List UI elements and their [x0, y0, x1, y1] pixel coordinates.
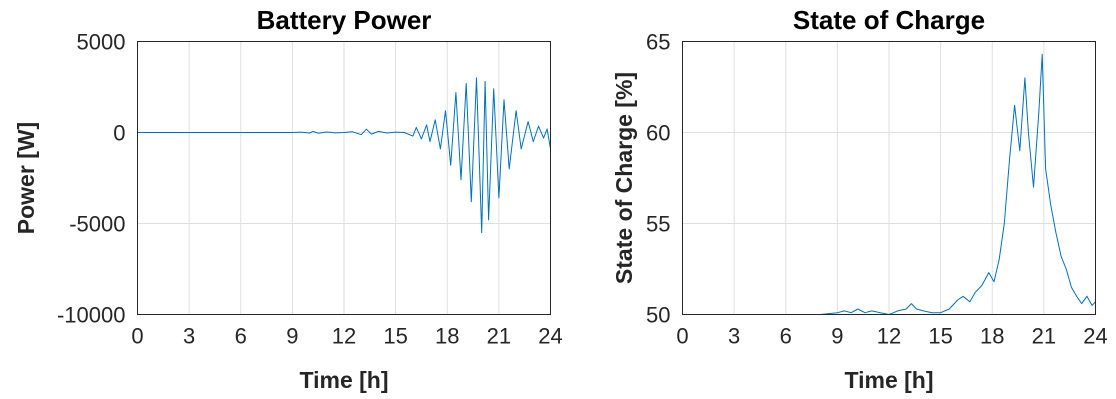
- x-tick-label: 0: [131, 324, 143, 349]
- x-tick-label: 21: [487, 324, 511, 349]
- chart-title: State of Charge: [793, 5, 985, 35]
- x-tick-label: 6: [235, 324, 247, 349]
- axes-frame: [137, 41, 551, 315]
- grid: [682, 41, 1096, 315]
- y-tick-label: 65: [646, 30, 670, 55]
- x-tick-label: 24: [538, 324, 562, 349]
- y-tick-label: -5000: [69, 212, 125, 237]
- y-axis-label: State of Charge [%]: [611, 72, 637, 284]
- x-tick-label: 18: [435, 324, 459, 349]
- x-tick-label: 9: [831, 324, 843, 349]
- x-tick-label: 21: [1032, 324, 1056, 349]
- y-tick-label: 50: [646, 303, 670, 328]
- x-tick-labels: 0 3 6 9 12 15 18 21 24: [676, 324, 1107, 349]
- x-tick-label: 18: [980, 324, 1004, 349]
- x-tick-label: 3: [183, 324, 195, 349]
- y-tick-label: -10000: [57, 303, 126, 328]
- x-tick-label: 15: [383, 324, 407, 349]
- x-tick-label: 24: [1083, 324, 1107, 349]
- series-line: [137, 77, 551, 234]
- x-tick-label: 12: [877, 324, 901, 349]
- y-tick-label: 60: [646, 121, 670, 146]
- panel-battery-power: Battery Power 0 3 6 9 12 15 18 21 24 -10000 -5000…: [13, 5, 563, 393]
- series-line: [137, 77, 551, 234]
- grid: [137, 41, 551, 315]
- x-tick-label: 15: [928, 324, 952, 349]
- y-axis-label: Power [W]: [13, 122, 39, 234]
- x-tick-label: 12: [332, 324, 356, 349]
- panel-state-of-charge: State of Charge 0 3 6 9 12 15 18 21 24 50556065 …: [611, 5, 1108, 393]
- axes-frame: [682, 41, 1096, 315]
- series-line: [682, 53, 1096, 315]
- y-tick-label: 0: [113, 121, 125, 146]
- chart-title: Battery Power: [257, 5, 432, 35]
- x-axis-label: Time [h]: [844, 367, 933, 393]
- y-tick-label: 5000: [77, 30, 126, 55]
- y-tick-label: 55: [646, 212, 670, 237]
- x-tick-label: 0: [676, 324, 688, 349]
- x-axis-label: Time [h]: [299, 367, 388, 393]
- series-line: [682, 53, 1096, 315]
- x-tick-labels: 0 3 6 9 12 15 18 21 24: [131, 324, 562, 349]
- x-tick-label: 6: [780, 324, 792, 349]
- x-tick-label: 3: [728, 324, 740, 349]
- x-tick-label: 9: [286, 324, 298, 349]
- y-tick-labels: 50 55 60 65: [646, 30, 670, 328]
- y-tick-labels: -10000 -5000 0 5000: [57, 30, 126, 328]
